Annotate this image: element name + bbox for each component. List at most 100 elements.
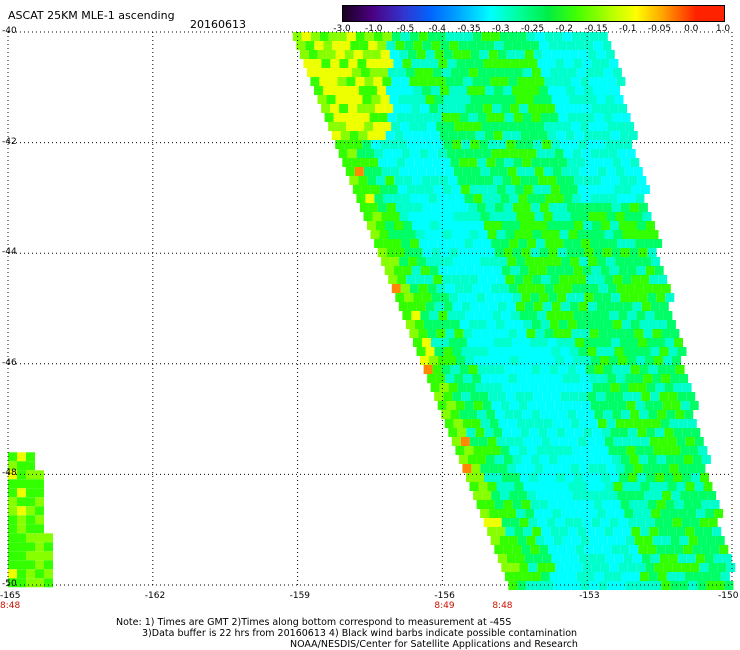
swath-cell [560, 95, 570, 104]
swath-cell [569, 392, 579, 401]
swath-cell [513, 320, 523, 329]
swath-cell [607, 329, 617, 338]
strip-cell [26, 470, 35, 480]
swath-cell [581, 239, 591, 248]
swath-cell [606, 212, 616, 221]
swath-cell [426, 257, 436, 266]
swath-cell [550, 275, 560, 284]
swath-cell [700, 473, 709, 482]
colorbar-label: -0.3 [491, 24, 510, 34]
swath-cell [619, 221, 628, 230]
swath-cell [459, 158, 469, 167]
swath-cell [586, 275, 596, 284]
swath-cell [377, 248, 387, 257]
swath-cell [553, 374, 563, 383]
swath-cell [627, 356, 636, 365]
swath-cell [529, 473, 538, 482]
strip-cell [26, 452, 35, 462]
swath-cell [524, 50, 534, 59]
swath-cell [512, 248, 522, 257]
swath-cell [661, 536, 671, 545]
swath-cell [505, 230, 515, 239]
swath-cell [544, 374, 554, 383]
swath-cell [548, 41, 558, 50]
swath-cell [632, 554, 642, 563]
swath-cell [502, 383, 512, 392]
swath-cell [349, 131, 359, 140]
swath-cell [384, 59, 394, 68]
swath-cell [528, 563, 538, 572]
swath-cell [495, 158, 505, 167]
swath-cell [633, 419, 643, 428]
swath-cell [504, 158, 514, 167]
swath-cell [455, 194, 465, 203]
swath-cell [371, 140, 381, 149]
swath-cell [608, 446, 618, 455]
swath-cell [576, 365, 586, 374]
swath-cell [608, 401, 618, 410]
swath-cell [514, 230, 524, 239]
strip-cell [8, 551, 17, 561]
swath-cell [568, 275, 578, 284]
swath-cell [530, 455, 540, 464]
swath-cell [542, 554, 552, 563]
swath-cell [451, 437, 461, 446]
swath-cell [542, 50, 552, 59]
swath-cell [616, 536, 626, 545]
swath-cell [578, 347, 588, 356]
swath-cell [545, 149, 555, 158]
swath-cell [409, 32, 419, 41]
swath-cell [394, 131, 404, 140]
swath-cell [648, 320, 658, 329]
swath-cell [443, 392, 453, 401]
swath-cell [572, 239, 582, 248]
swath-cell [426, 212, 436, 221]
swath-cell [354, 167, 364, 176]
swath-cell [540, 68, 550, 77]
swath-cell [549, 68, 559, 77]
swath-cell [386, 203, 396, 212]
swath-cell [503, 455, 513, 464]
swath-cell [710, 545, 720, 554]
swath-cell [456, 59, 466, 68]
swath-cell [615, 419, 625, 428]
strip-cell [26, 551, 35, 561]
swath-cell [612, 68, 622, 77]
swath-cell [701, 455, 711, 464]
swath-cell [489, 212, 499, 221]
swath-cell [607, 122, 617, 131]
swath-cell [478, 275, 488, 284]
swath-cell [568, 230, 578, 239]
swath-cell [637, 383, 647, 392]
swath-cell [404, 293, 414, 302]
swath-cell [369, 68, 379, 77]
swath-cell [626, 194, 636, 203]
swath-cell [481, 32, 491, 41]
swath-cell [657, 410, 667, 419]
strip-cell [17, 506, 26, 516]
swath-cell [640, 437, 650, 446]
swath-cell [412, 131, 422, 140]
swath-cell [523, 275, 533, 284]
swath-cell [520, 176, 530, 185]
swath-cell [485, 293, 495, 302]
swath-cell [478, 185, 488, 194]
swath-cell [563, 401, 573, 410]
swath-cell [427, 32, 437, 41]
swath-cell [407, 302, 417, 311]
swath-cell [369, 113, 379, 122]
swath-cell [567, 410, 577, 419]
swath-cell [494, 41, 504, 50]
swath-cell [530, 293, 540, 302]
swath-cell [507, 212, 517, 221]
swath-cell [339, 104, 349, 113]
swath-cell [589, 122, 599, 131]
strip-cell [17, 578, 26, 588]
swath-cell [521, 500, 531, 509]
swath-cell [536, 401, 546, 410]
swath-cell [669, 464, 679, 473]
swath-cell [615, 257, 625, 266]
swath-cell [422, 203, 432, 212]
colorbar-segment [606, 6, 638, 21]
swath-cell [635, 446, 645, 455]
